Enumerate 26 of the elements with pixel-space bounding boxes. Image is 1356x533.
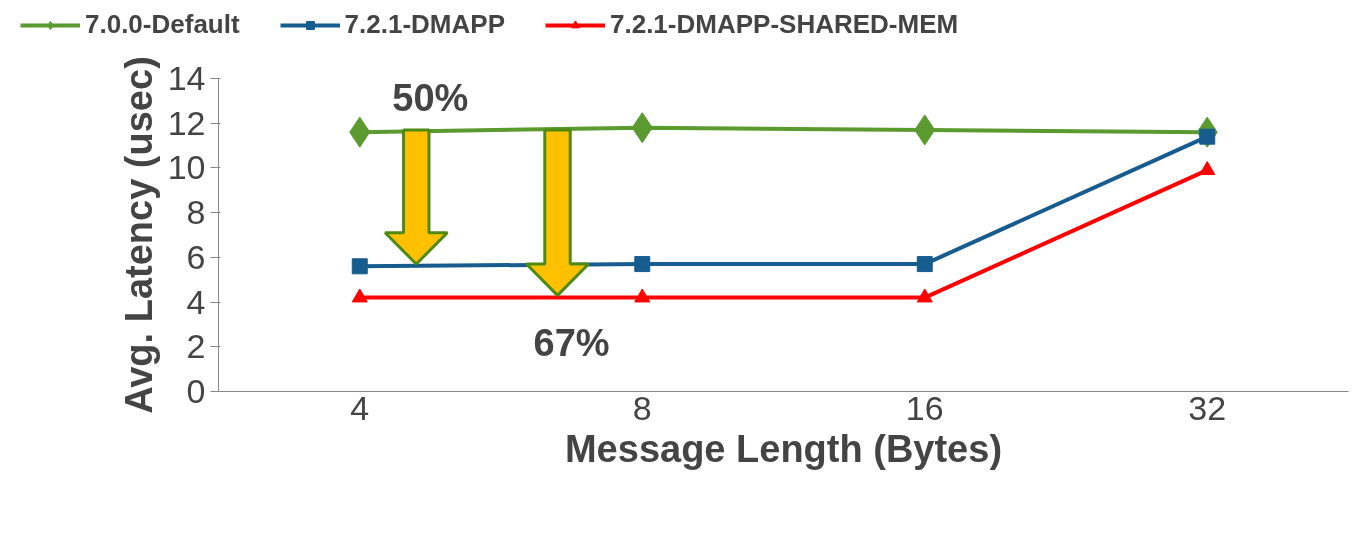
x-tick-label: 16 — [905, 388, 944, 427]
point — [916, 288, 933, 303]
point — [351, 288, 368, 303]
legend-label: 7.2.1-DMAPP-SHARED-MEM — [610, 9, 959, 40]
y-tick-label: 2 — [186, 327, 206, 366]
point — [351, 258, 368, 275]
y-tick-label: 6 — [186, 237, 206, 276]
x-tick-label: 32 — [1188, 388, 1227, 427]
point — [634, 256, 651, 273]
y-tick-label: 10 — [167, 148, 206, 187]
y-tick-label: 14 — [167, 59, 206, 97]
x-axis-title: Message Length (Bytes) — [564, 427, 1003, 470]
point — [916, 256, 933, 273]
y-tick-label: 4 — [186, 282, 206, 321]
annotation: 67% — [533, 322, 610, 365]
x-tick-label: 8 — [632, 388, 652, 427]
annotation: 50% — [392, 76, 469, 119]
point — [1199, 161, 1216, 175]
x-tick-label: 4 — [350, 388, 370, 427]
y-axis-title: Avg. Latency (usec) — [117, 56, 160, 414]
y-tick-label: 12 — [167, 103, 206, 142]
legend-label: 7.0.0-Default — [85, 9, 240, 40]
y-tick-label: 8 — [186, 193, 206, 232]
legend-label: 7.2.1-DMAPP — [344, 9, 505, 40]
y-tick-label: 0 — [186, 372, 206, 410]
point — [634, 288, 651, 303]
